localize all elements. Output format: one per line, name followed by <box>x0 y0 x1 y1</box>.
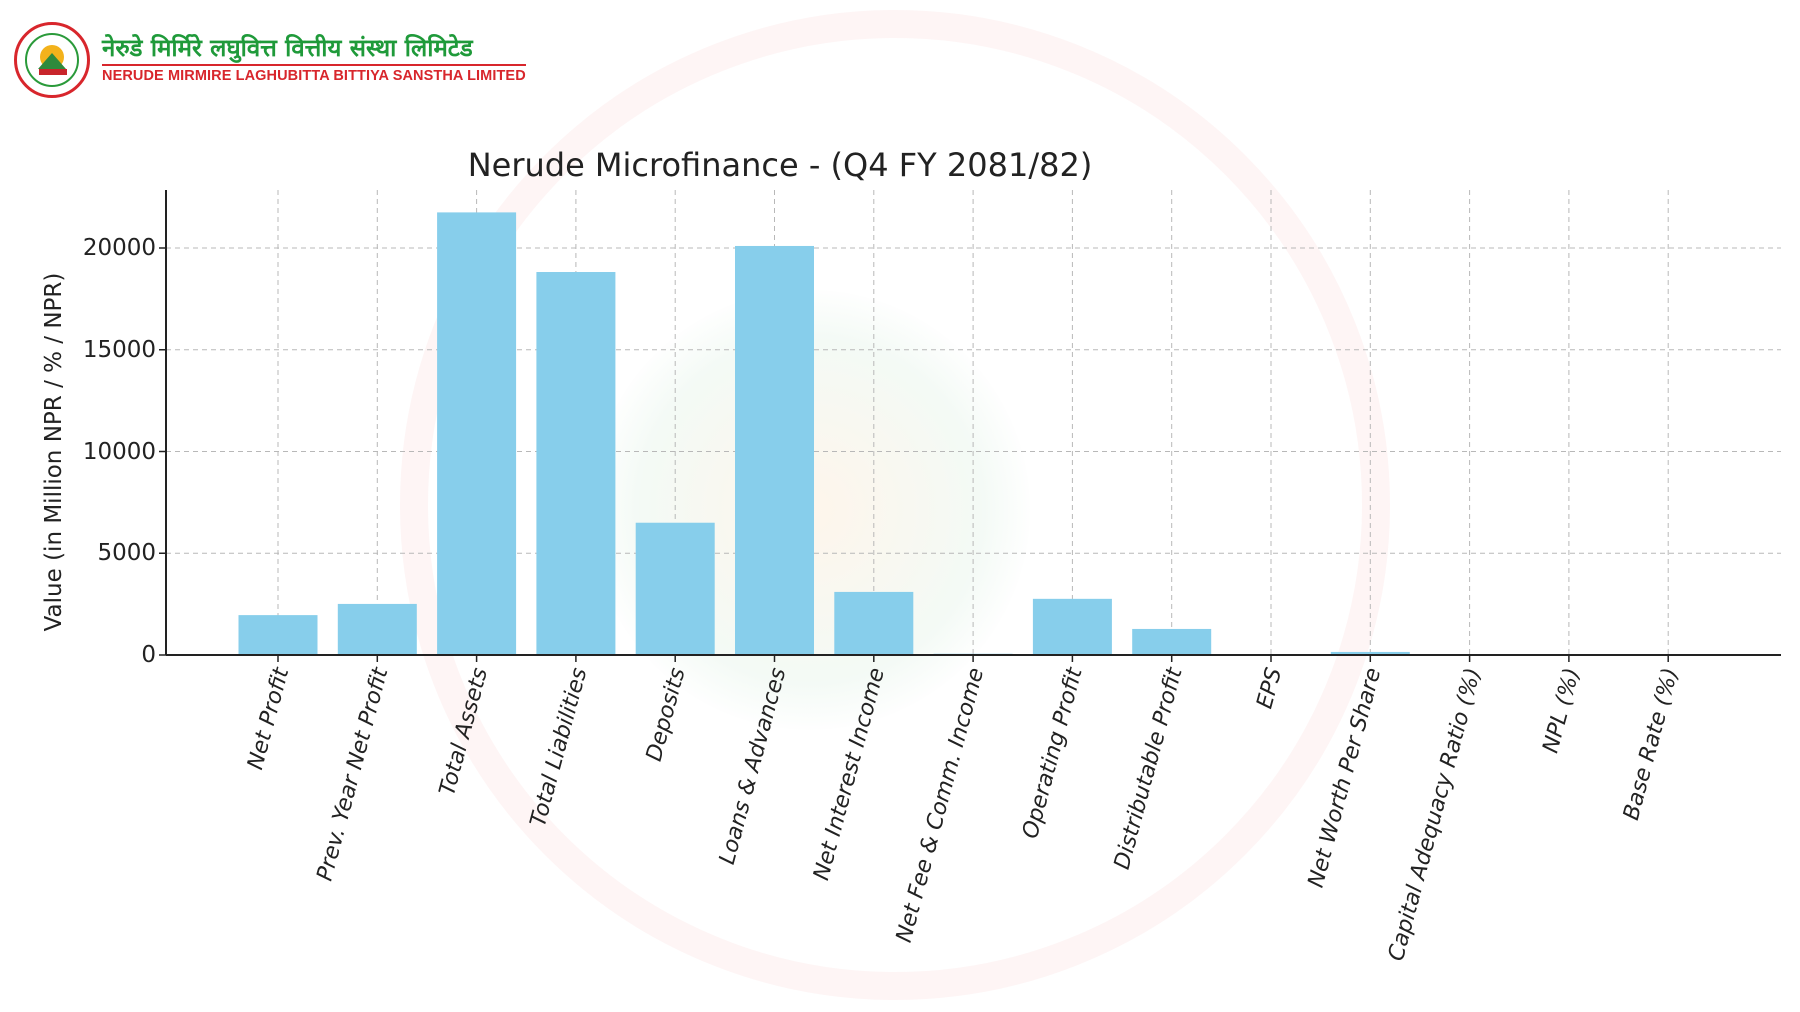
chart-title: Nerude Microfinance - (Q4 FY 2081/82) <box>467 146 1093 184</box>
bar-loans-advances <box>735 245 814 655</box>
bar-distributable-profit <box>1132 628 1212 655</box>
y-tick-label: 10000 <box>82 438 156 465</box>
brand-text: नेरुडे मिर्मिरे लघुवित्त वित्तीय संस्था … <box>102 34 526 86</box>
y-tick-label: 0 <box>141 642 156 668</box>
y-tick-label: 5000 <box>97 540 156 567</box>
bar-net-interest-income <box>834 591 914 655</box>
bar-deposits <box>635 522 715 655</box>
y-tick-label: 20000 <box>82 235 156 261</box>
grid-lines <box>166 190 1781 655</box>
company-header: नेरुडे मिर्मिरे लघुवित्त वित्तीय संस्था … <box>14 20 526 100</box>
logo-hill-shape <box>38 53 66 69</box>
bar-net-worth-per-share <box>1330 651 1410 655</box>
axes <box>159 190 1781 662</box>
bar-prev-year-net-profit <box>337 603 417 655</box>
bar-operating-profit <box>1032 598 1112 655</box>
y-tick-label: 15000 <box>82 336 156 363</box>
bar-total-assets <box>437 212 517 655</box>
company-name-nepali: नेरुडे मिर्मिरे लघुवित्त वित्तीय संस्था … <box>102 34 526 66</box>
bar-net-profit <box>238 615 318 655</box>
company-name-english: NERUDE MIRMIRE LAGHUBITTA BITTIYA SANSTH… <box>102 68 526 84</box>
logo-base-shape <box>39 69 67 75</box>
nerude-mirmire-logo-icon <box>14 22 90 98</box>
bars <box>238 212 1708 655</box>
bar-total-liabilities <box>536 272 616 655</box>
